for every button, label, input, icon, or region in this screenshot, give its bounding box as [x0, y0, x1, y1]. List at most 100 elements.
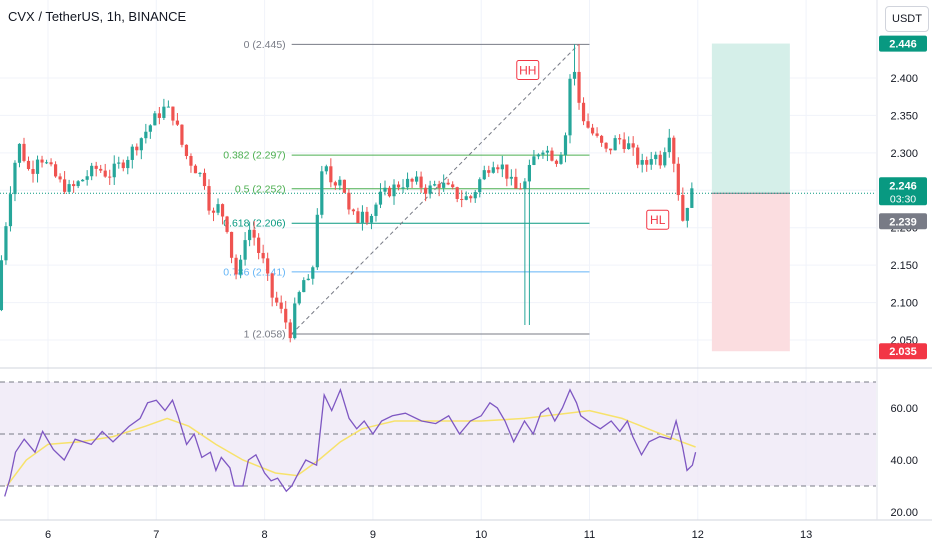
candle [252, 221, 256, 246]
candle [63, 171, 67, 194]
candle-body [667, 137, 671, 153]
candle-body [478, 179, 482, 193]
candle [663, 147, 667, 168]
candle [451, 181, 455, 190]
fib-level-label: 0.786 (2.141) [223, 266, 285, 278]
candle [153, 110, 157, 126]
candle [676, 157, 680, 201]
candle [383, 180, 387, 196]
candle-body [284, 308, 288, 323]
candle-body [550, 150, 554, 161]
candle-body [311, 267, 315, 279]
candle-body [261, 252, 265, 259]
candle-body [13, 162, 17, 195]
candle-body [351, 209, 356, 212]
symbol-title: CVX / TetherUS, 1h, BINANCE [8, 9, 187, 24]
candle [654, 151, 658, 165]
candle-body [568, 78, 572, 136]
candle [518, 182, 522, 190]
time-tick-label: 9 [370, 529, 376, 541]
candle [618, 134, 622, 145]
candle [225, 215, 229, 234]
candle-body [103, 170, 107, 177]
candle [31, 160, 35, 183]
candle [175, 113, 180, 127]
candle [514, 168, 518, 189]
candle-body [175, 120, 180, 125]
currency-button[interactable]: USDT [885, 6, 929, 32]
candle [437, 180, 441, 197]
candle-body [405, 178, 410, 188]
candle [288, 319, 292, 343]
candle [590, 123, 595, 136]
candle-body [58, 176, 62, 180]
candle [464, 191, 468, 201]
candle-body [433, 184, 437, 186]
candle-body [586, 121, 590, 128]
candle [401, 179, 405, 194]
candle [387, 185, 392, 198]
candle-body [360, 211, 365, 223]
rsi-tick-label: 40.00 [890, 455, 918, 467]
candle [369, 213, 374, 230]
candle [315, 208, 319, 271]
candle-body [315, 214, 319, 268]
candle-body [94, 165, 98, 169]
candle [469, 194, 473, 203]
candle-body [266, 258, 270, 274]
candle-body [229, 231, 234, 258]
candle [90, 162, 94, 181]
candle [658, 150, 662, 169]
candle-body [469, 196, 473, 199]
candle [166, 100, 170, 108]
candle [414, 171, 419, 185]
candle-body [509, 176, 513, 179]
candle [270, 272, 274, 307]
fib-level-label: 0 (2.445) [244, 39, 286, 51]
candle-body [135, 146, 139, 151]
candle-body [171, 106, 175, 121]
candle-body [279, 302, 283, 309]
candle [428, 180, 432, 199]
rsi-ma-line [6, 409, 696, 487]
candle-body [505, 164, 509, 179]
candle [550, 147, 554, 162]
candle [293, 297, 297, 340]
candle [35, 155, 40, 183]
candle-body [645, 160, 649, 165]
candle [586, 113, 590, 129]
time-tick-label: 6 [45, 529, 51, 541]
candle-body [81, 179, 85, 182]
candle [8, 186, 13, 232]
candle [306, 274, 310, 281]
candle-body [202, 172, 207, 187]
candle-body [514, 176, 518, 189]
candle-body [338, 179, 342, 186]
candle [523, 178, 527, 326]
candle-body [302, 280, 306, 293]
candle-body [153, 113, 157, 126]
candle-body [473, 192, 477, 199]
candle-body [631, 143, 635, 148]
candle [180, 124, 184, 148]
candle [189, 153, 193, 173]
candle [455, 186, 459, 203]
price-label-bg [879, 343, 927, 360]
candle-body [613, 138, 617, 151]
candle-body [306, 278, 310, 281]
candle [347, 188, 351, 215]
candle-body [676, 163, 680, 196]
candle-body [225, 216, 229, 232]
candle [572, 44, 577, 86]
candle [545, 145, 550, 162]
candle [672, 135, 676, 173]
rsi-line [4, 387, 697, 497]
candle-body [320, 171, 324, 215]
candle [135, 143, 139, 156]
candle-body [482, 170, 486, 180]
candle [396, 181, 401, 191]
fib-level-label: 0.5 (2.252) [235, 183, 286, 195]
candle-body [148, 125, 152, 132]
candle [99, 164, 103, 173]
